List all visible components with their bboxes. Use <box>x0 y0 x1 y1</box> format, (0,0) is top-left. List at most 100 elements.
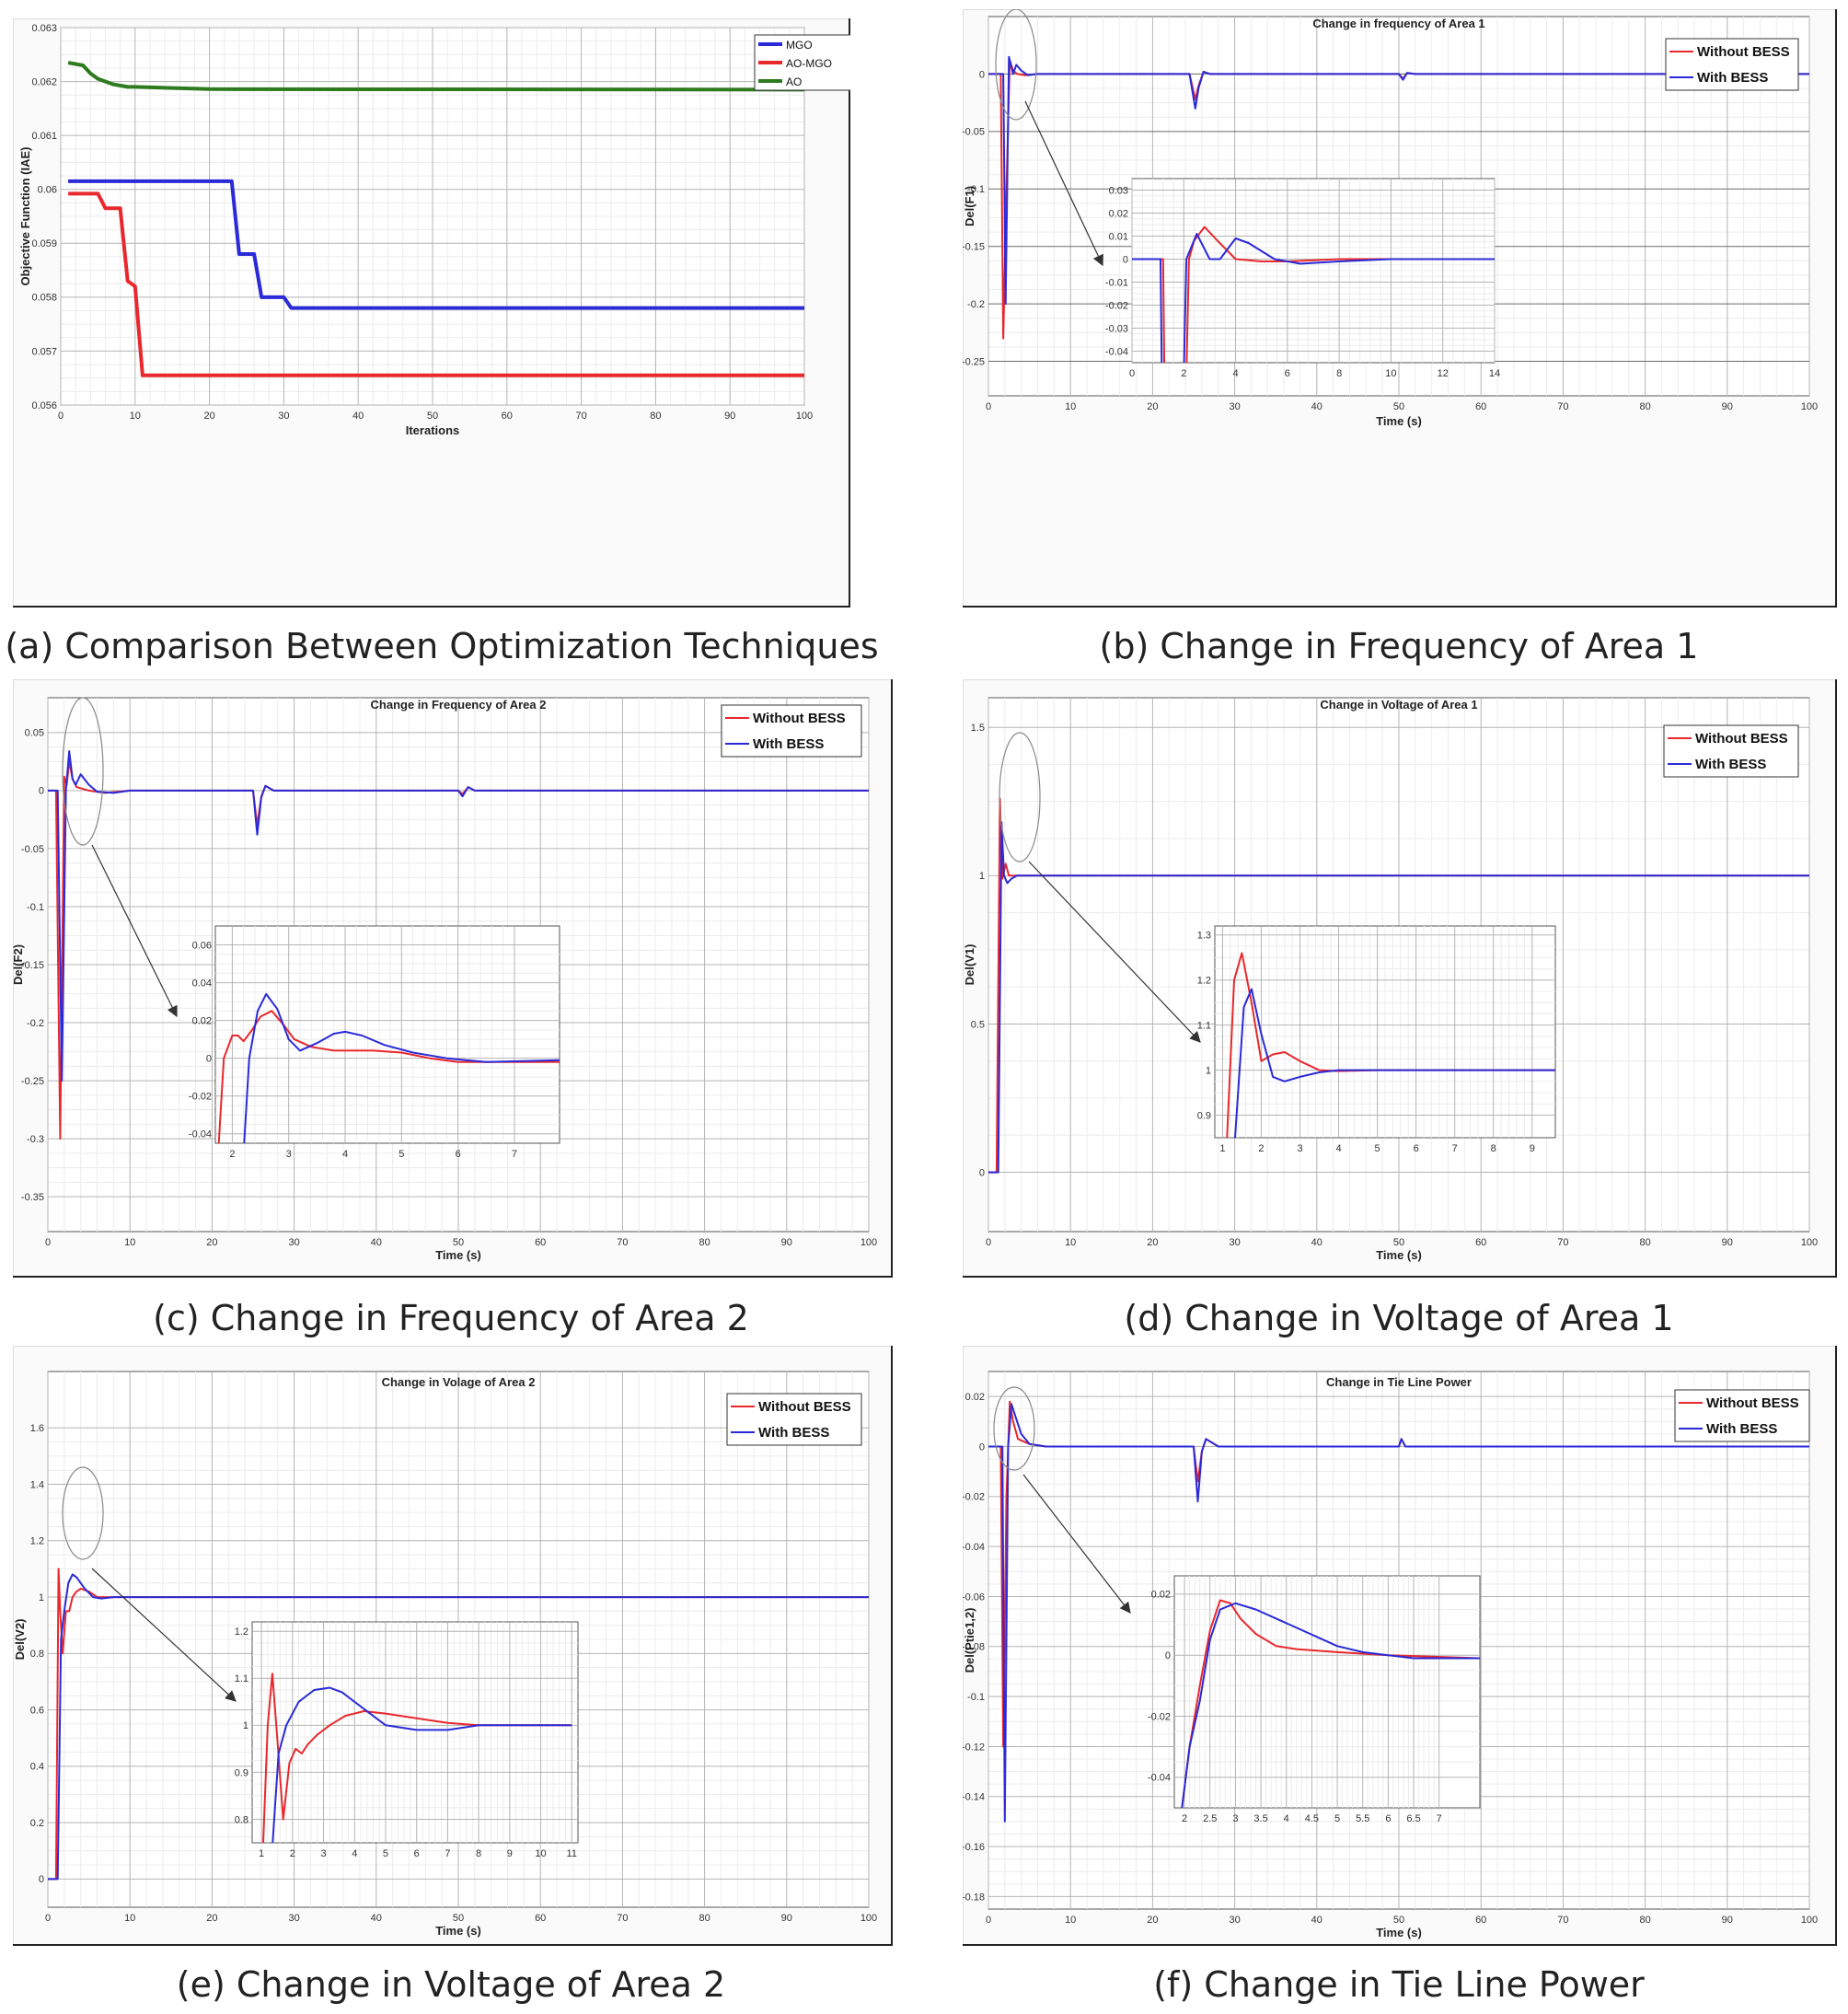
y-tick-label: 0.8 <box>30 1649 44 1660</box>
x-tick-label: 50 <box>453 1913 464 1924</box>
y-tick-label: 0.059 <box>31 238 57 249</box>
zoom-circle <box>62 697 104 846</box>
zoom-circle <box>999 732 1041 862</box>
legend-entry: AO <box>786 75 802 88</box>
x-tick-label: 20 <box>1147 401 1158 412</box>
x-axis-label: Time (s) <box>435 1248 481 1262</box>
chart-title: Change in Frequency of Area 2 <box>371 698 547 712</box>
y-tick-label: 0 <box>979 69 985 80</box>
inset-x-tick-label: 6 <box>1414 1143 1419 1154</box>
legend-entry: With BESS <box>1695 757 1766 772</box>
legend-entry: With BESS <box>1697 70 1768 86</box>
x-tick-label: 20 <box>206 1913 217 1924</box>
y-tick-label: 0.057 <box>31 346 57 357</box>
inset-y-tick-label: 0.8 <box>235 1814 248 1825</box>
y-tick-label: 0 <box>979 1441 985 1453</box>
y-tick-label: 0 <box>39 786 44 797</box>
x-tick-label: 50 <box>1393 401 1404 412</box>
y-tick-label: 0 <box>39 1874 44 1885</box>
inset-x-tick-label: 2 <box>229 1149 235 1160</box>
x-tick-label: 40 <box>1311 1915 1322 1926</box>
x-tick-label: 60 <box>535 1913 546 1924</box>
y-tick-label: -0.1 <box>967 184 985 195</box>
x-tick-label: 40 <box>371 1913 382 1924</box>
x-tick-label: 60 <box>1475 1915 1486 1926</box>
y-tick-label: -0.2 <box>967 299 985 310</box>
y-tick-label: 0 <box>979 1167 985 1178</box>
zoom-arrow <box>1022 1474 1131 1614</box>
inset-x-tick-label: 4 <box>352 1848 357 1859</box>
inset-y-tick-label: 1.2 <box>1197 976 1211 987</box>
chart-c: 0 10 20 30 40 50 60 70 80 90 100-0.35-0.3-0.25-0.2… <box>13 679 893 1278</box>
y-tick-label: -0.04 <box>963 1542 985 1553</box>
inset-x-tick-label: 5 <box>1375 1143 1380 1154</box>
x-tick-label: 20 <box>1147 1915 1158 1926</box>
inset-x-tick-label: 5 <box>383 1848 388 1859</box>
x-tick-label: 30 <box>288 1237 299 1248</box>
x-tick-label: 90 <box>724 411 735 422</box>
chart-b: 0 10 20 30 40 50 60 70 80 90 100-0.25-0.2-0.15-0.1… <box>963 9 1837 608</box>
x-tick-label: 20 <box>203 411 214 422</box>
y-tick-label: -0.3 <box>27 1134 44 1145</box>
inset-x-tick-label: 5.5 <box>1356 1813 1369 1824</box>
x-tick-label: 10 <box>1065 401 1076 412</box>
x-tick-label: 100 <box>1801 1237 1818 1248</box>
inset-y-tick-label: -0.04 <box>1105 346 1128 357</box>
series-line-with-bess <box>988 1403 1809 1823</box>
legend-box <box>1665 38 1799 91</box>
y-tick-label: 1.2 <box>30 1536 44 1547</box>
x-tick-label: 100 <box>860 1913 877 1924</box>
x-tick-label: 80 <box>650 411 661 422</box>
x-tick-label: 80 <box>699 1913 710 1924</box>
inset-x-tick-label: 7 <box>445 1848 450 1859</box>
y-axis-label: Del(V2) <box>13 1619 27 1661</box>
inset-x-tick-label: 3 <box>1232 1813 1238 1824</box>
series-line-with-bess <box>988 821 1809 1174</box>
x-tick-label: 30 <box>1229 1915 1240 1926</box>
inset-y-tick-label: 0.01 <box>1109 231 1128 242</box>
y-tick-label: -0.06 <box>963 1592 985 1603</box>
legend: Without BESS With BESS <box>726 1393 862 1446</box>
panel-b: 0 10 20 30 40 50 60 70 80 90 100 -0.25 -0.2 -0.15 -0.1… <box>963 9 1837 608</box>
inset-x-tick-label: 4 <box>342 1149 348 1160</box>
inset-y-tick-label: 1 <box>1206 1065 1211 1076</box>
x-tick-label: 0 <box>45 1913 51 1924</box>
x-tick-label: 0 <box>986 401 991 412</box>
inset-x-tick-label: 6 <box>414 1848 420 1859</box>
x-tick-label: 60 <box>535 1237 546 1248</box>
y-axis-label: Del(F1) <box>963 186 976 226</box>
inset-x-tick-label: 6 <box>1385 1813 1391 1824</box>
inset-x-tick-label: 8 <box>1491 1143 1496 1154</box>
x-tick-label: 60 <box>1475 1237 1486 1248</box>
x-tick-label: 0 <box>45 1237 51 1248</box>
legend-entry: Without BESS <box>758 1399 851 1415</box>
inset-y-tick-label: 0 <box>206 1054 212 1065</box>
x-tick-label: 100 <box>796 411 813 422</box>
caption-d: (d) Change in Voltage of Area 1 <box>1124 1298 1674 1338</box>
inset-x-tick-label: 1 <box>259 1848 264 1859</box>
chart-f: 0 10 20 30 40 50 60 70 80 90 100-0.18-0.16-0.14-0.… <box>963 1346 1837 1946</box>
x-tick-label: 10 <box>130 411 141 422</box>
x-tick-label: 80 <box>1639 1915 1650 1926</box>
inset-x-tick-label: 14 <box>1489 368 1500 379</box>
legend: Without BESS With BESS <box>1665 38 1799 91</box>
x-tick-label: 90 <box>1722 1237 1733 1248</box>
inset-x-tick-label: 7 <box>1452 1143 1458 1154</box>
chart-e: 0 10 20 30 40 50 60 70 80 90 100 0 0.2 0.4 0.6 0.8 1 1.2 1… <box>13 1346 893 1946</box>
inset-x-tick-label: 4 <box>1233 368 1239 379</box>
x-tick-label: 70 <box>575 411 586 422</box>
y-tick-label: -0.12 <box>963 1742 985 1753</box>
y-tick-label: 0.5 <box>971 1019 985 1030</box>
panel-e: 0 10 20 30 40 50 60 70 80 90 100 0 0.2 0.4 0.6 0.8 1 1.2 1… <box>13 1346 893 1946</box>
legend-entry: With BESS <box>1706 1421 1777 1437</box>
chart-d: 0 10 20 30 40 50 60 70 80 90 100 0 0.5 1 1.5 Change in … <box>963 679 1837 1278</box>
legend-entry: Without BESS <box>753 711 846 726</box>
chart-title: Change in Volage of Area 2 <box>382 1375 536 1389</box>
x-axis-label: Time (s) <box>1376 414 1422 428</box>
inset-x-tick-label: 7 <box>1437 1813 1442 1824</box>
inset-plot-area <box>251 1621 579 1844</box>
inset-y-tick-label: 0.02 <box>1151 1590 1171 1601</box>
legend-entry: Without BESS <box>1695 731 1788 747</box>
x-tick-label: 40 <box>352 411 364 422</box>
inset-x-tick-label: 3.5 <box>1253 1813 1267 1824</box>
